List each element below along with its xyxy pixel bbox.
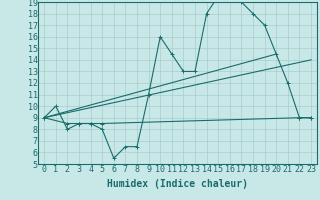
- X-axis label: Humidex (Indice chaleur): Humidex (Indice chaleur): [107, 179, 248, 189]
